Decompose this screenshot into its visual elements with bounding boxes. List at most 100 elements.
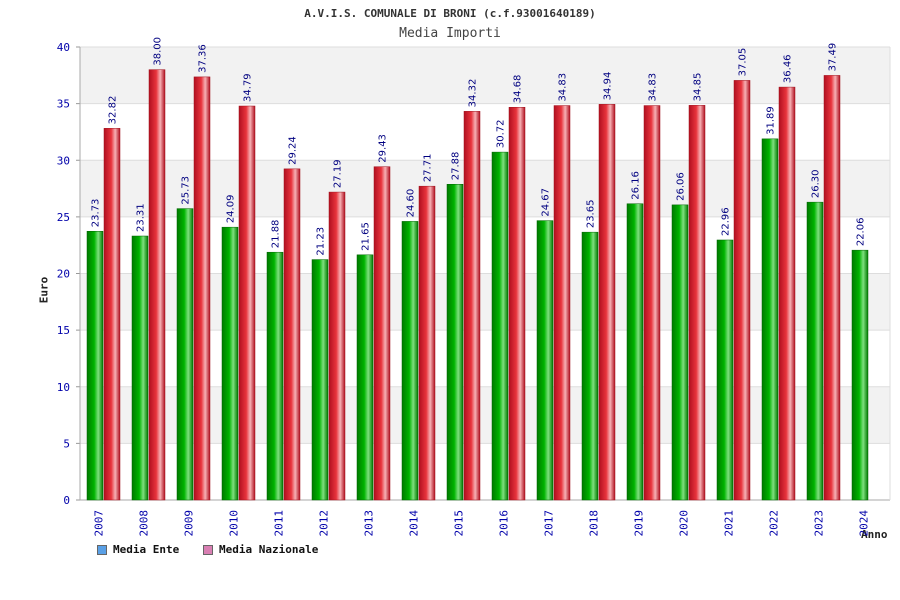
x-tick-label: 2008 <box>138 510 151 537</box>
data-label: 26.30 <box>811 170 822 199</box>
x-tick-label: 2023 <box>813 510 826 537</box>
data-label: 34.68 <box>513 75 524 104</box>
legend-swatch-ente <box>97 544 107 555</box>
x-tick-label: 2019 <box>633 510 646 537</box>
y-tick-label: 40 <box>57 41 70 54</box>
x-tick-label: 2012 <box>318 510 331 537</box>
data-label: 27.71 <box>423 154 434 183</box>
data-label: 26.16 <box>631 171 642 200</box>
x-tick-label: 2015 <box>453 510 466 537</box>
y-tick-label: 20 <box>57 268 70 281</box>
bar-media-ente <box>131 235 149 501</box>
data-label: 21.65 <box>361 222 372 251</box>
bar-media-ente <box>491 151 509 501</box>
y-tick-label: 0 <box>63 494 70 507</box>
legend-label-ente: Media Ente <box>113 543 180 556</box>
data-label: 22.06 <box>856 218 867 247</box>
bar-media-nazionale <box>598 104 616 501</box>
x-tick-label: 2020 <box>678 510 691 537</box>
plot-band <box>80 103 890 161</box>
data-label: 31.89 <box>766 106 777 135</box>
bar-media-nazionale <box>148 69 166 501</box>
data-label: 37.49 <box>828 43 839 72</box>
labels: 23.73 32.82 2007 23.31 38.00 2008 25.73 37.36 20… <box>91 37 871 536</box>
data-label: 36.46 <box>783 54 794 83</box>
data-label: 27.88 <box>451 152 462 181</box>
data-label: 34.79 <box>243 73 254 102</box>
plot-band <box>80 443 890 500</box>
x-tick-label: 2022 <box>768 510 781 537</box>
plot-band <box>80 47 890 104</box>
x-tick-label: 2011 <box>273 510 286 537</box>
bar-media-ente <box>761 138 779 501</box>
bar-media-ente <box>311 259 329 501</box>
x-tick-label: 2013 <box>363 510 376 537</box>
legend-item-media-nazionale: Media Nazionale <box>203 543 318 556</box>
data-label: 34.85 <box>693 73 704 102</box>
data-label: 26.06 <box>676 172 687 201</box>
data-label: 30.72 <box>496 119 507 148</box>
y-tick-label: 15 <box>57 324 70 337</box>
bar-media-ente <box>446 184 464 501</box>
bar-media-nazionale <box>238 105 256 501</box>
plot-band <box>80 386 890 444</box>
legend-item-media-ente: Media Ente <box>97 543 179 556</box>
bar-media-nazionale <box>508 106 526 501</box>
bar-media-ente <box>626 203 644 501</box>
y-tick-label: 25 <box>57 211 70 224</box>
bar-media-ente <box>536 220 554 501</box>
y-tick-label: 35 <box>57 98 70 111</box>
y-tick-label: 10 <box>57 381 70 394</box>
bar-media-ente <box>221 226 239 501</box>
x-axis-label: Anno <box>861 528 888 541</box>
data-label: 23.65 <box>586 200 597 229</box>
x-tick-label: 2009 <box>183 510 196 537</box>
chart-subtitle: Media Importi <box>399 26 501 41</box>
data-label: 29.43 <box>378 134 389 163</box>
bar-media-ente <box>851 249 869 501</box>
bar-media-ente <box>356 254 374 501</box>
y-tick-label: 5 <box>63 437 70 450</box>
plot-band <box>80 330 890 387</box>
bar-media-nazionale <box>643 105 661 501</box>
legend-label-nazionale: Media Nazionale <box>219 543 319 556</box>
bar-media-nazionale <box>328 191 346 501</box>
bar-media-ente <box>176 208 194 501</box>
bar-media-ente <box>806 201 824 501</box>
plot-band <box>80 160 890 217</box>
bar-media-nazionale <box>778 86 796 501</box>
y-tick-label: 30 <box>57 154 70 167</box>
data-label: 27.19 <box>333 159 344 188</box>
bar-media-ente <box>266 251 284 501</box>
data-label: 34.94 <box>603 72 614 101</box>
axes: 0 5 10 15 20 25 30 35 40 <box>57 41 891 507</box>
bar-media-nazionale <box>373 166 391 501</box>
data-label: 37.36 <box>198 44 209 73</box>
chart-title: A.V.I.S. COMUNALE DI BRONI (c.f.93001640… <box>304 7 596 20</box>
bar-media-ente <box>671 204 689 501</box>
data-label: 23.31 <box>136 203 147 232</box>
bar-media-ente <box>86 231 104 501</box>
bar-media-ente <box>581 231 599 501</box>
data-label: 29.24 <box>288 136 299 165</box>
data-label: 23.73 <box>91 199 102 228</box>
plot-background <box>80 47 890 500</box>
legend-swatch-nazionale <box>203 544 213 555</box>
bar-media-ente <box>716 239 734 501</box>
bars <box>86 69 869 501</box>
plot-band <box>80 273 890 331</box>
x-tick-label: 2007 <box>93 510 106 537</box>
data-label: 34.83 <box>648 73 659 102</box>
x-tick-label: 2017 <box>543 510 556 537</box>
bar-media-nazionale <box>553 105 571 501</box>
data-label: 21.88 <box>271 220 282 249</box>
bar-media-nazionale <box>463 111 481 501</box>
bar-media-nazionale <box>733 80 751 501</box>
data-label: 22.96 <box>721 207 732 236</box>
data-label: 21.23 <box>316 227 327 256</box>
bar-media-nazionale <box>103 128 121 501</box>
bar-media-nazionale <box>193 76 211 501</box>
data-label: 32.82 <box>108 96 119 125</box>
data-label: 38.00 <box>153 37 164 66</box>
